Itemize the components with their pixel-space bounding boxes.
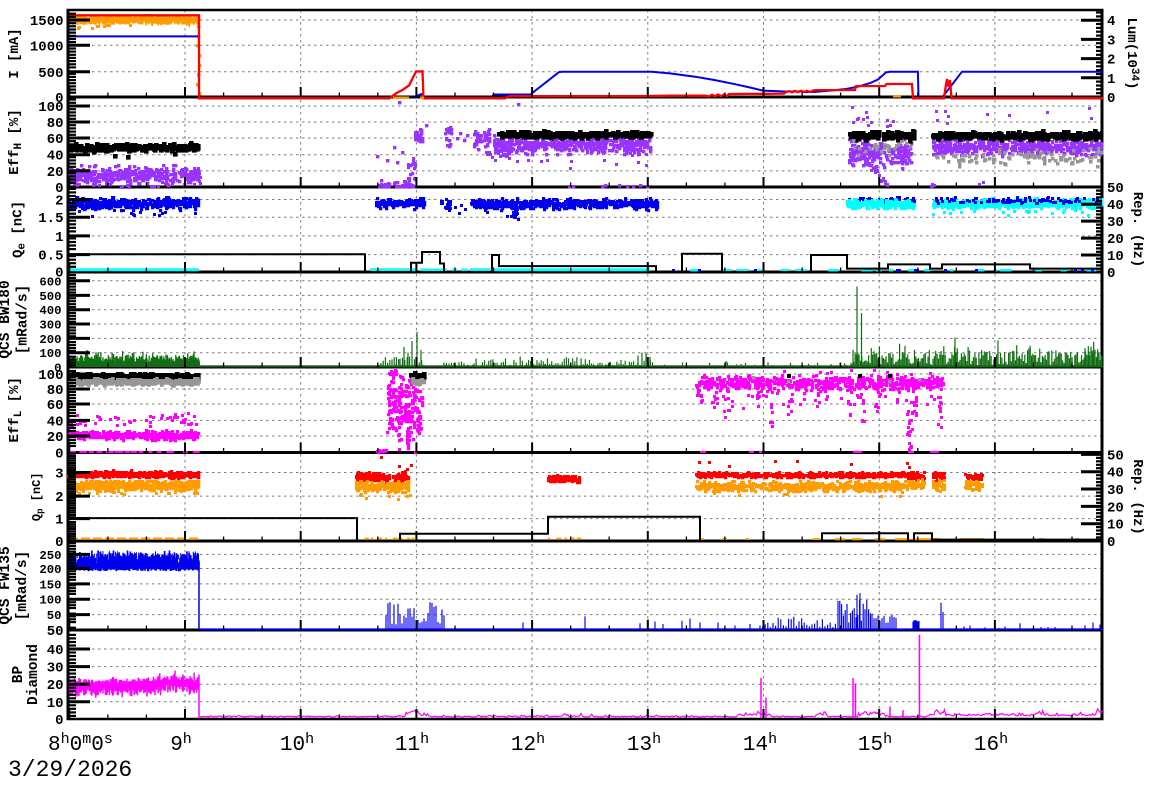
svg-text:3: 3 xyxy=(55,467,63,483)
svg-text:40: 40 xyxy=(47,414,64,430)
svg-text:8h0m0s: 8h0m0s xyxy=(48,731,113,757)
svg-text:20: 20 xyxy=(47,165,64,181)
svg-text:600: 600 xyxy=(39,275,61,289)
svg-text:50: 50 xyxy=(1107,448,1124,464)
svg-text:100: 100 xyxy=(38,100,63,116)
svg-text:[mRad/s]: [mRad/s] xyxy=(15,551,31,621)
svg-text:50: 50 xyxy=(47,609,62,623)
svg-text:2: 2 xyxy=(55,490,63,506)
svg-text:0: 0 xyxy=(55,535,63,551)
svg-text:1500: 1500 xyxy=(30,14,64,30)
svg-text:EffH [%]: EffH [%] xyxy=(7,109,25,174)
svg-text:40: 40 xyxy=(1107,198,1124,214)
svg-text:60: 60 xyxy=(47,132,64,148)
svg-text:80: 80 xyxy=(47,383,64,399)
svg-text:Qp [nC]: Qp [nC] xyxy=(30,472,46,521)
svg-text:1000: 1000 xyxy=(30,39,64,55)
svg-text:0: 0 xyxy=(55,181,63,197)
svg-text:20: 20 xyxy=(1107,500,1124,516)
svg-text:250: 250 xyxy=(39,549,61,563)
svg-text:100: 100 xyxy=(39,594,61,608)
svg-text:50: 50 xyxy=(47,624,64,640)
svg-text:20: 20 xyxy=(1107,232,1124,248)
svg-text:0: 0 xyxy=(55,266,63,282)
svg-text:4: 4 xyxy=(1107,14,1115,30)
svg-text:20: 20 xyxy=(47,430,64,446)
svg-text:100: 100 xyxy=(39,347,61,361)
svg-text:500: 500 xyxy=(39,290,61,304)
svg-text:10: 10 xyxy=(1107,518,1124,534)
svg-text:I [mA]: I [mA] xyxy=(7,28,23,78)
svg-text:0: 0 xyxy=(55,447,63,463)
svg-text:Diamond: Diamond xyxy=(26,644,42,705)
svg-text:BP: BP xyxy=(11,666,27,684)
svg-text:0: 0 xyxy=(1107,91,1115,107)
svg-text:0: 0 xyxy=(1107,535,1115,551)
svg-text:0: 0 xyxy=(55,91,63,107)
svg-text:10: 10 xyxy=(1107,249,1124,265)
svg-text:QCS FW135: QCS FW135 xyxy=(0,546,14,624)
svg-text:EffL [%]: EffL [%] xyxy=(7,377,25,442)
svg-text:Qe [nC]: Qe [nC] xyxy=(11,201,29,258)
svg-text:3/29/2026: 3/29/2026 xyxy=(8,757,132,782)
svg-text:Rep. (Hz): Rep. (Hz) xyxy=(1129,192,1145,268)
svg-text:0: 0 xyxy=(1107,266,1115,282)
svg-text:0.5: 0.5 xyxy=(38,249,63,265)
svg-text:QCS BW180: QCS BW180 xyxy=(0,280,14,358)
svg-text:80: 80 xyxy=(47,116,64,132)
svg-text:1: 1 xyxy=(55,513,63,529)
svg-text:10: 10 xyxy=(47,696,64,712)
svg-text:400: 400 xyxy=(39,304,61,318)
svg-text:0: 0 xyxy=(54,361,61,375)
svg-text:1: 1 xyxy=(55,230,63,246)
svg-text:Rep. (Hz): Rep. (Hz) xyxy=(1129,459,1145,535)
svg-text:1.5: 1.5 xyxy=(38,211,63,227)
svg-text:[mRad/s]: [mRad/s] xyxy=(15,285,31,355)
svg-text:30: 30 xyxy=(1107,483,1124,499)
svg-text:2: 2 xyxy=(55,194,63,210)
svg-text:30: 30 xyxy=(1107,215,1124,231)
svg-text:40: 40 xyxy=(1107,466,1124,482)
svg-text:200: 200 xyxy=(39,563,61,577)
svg-text:40: 40 xyxy=(47,643,64,659)
svg-text:500: 500 xyxy=(38,66,63,82)
svg-text:20: 20 xyxy=(47,678,64,694)
svg-text:3: 3 xyxy=(1107,33,1115,49)
svg-text:60: 60 xyxy=(47,398,64,414)
svg-text:30: 30 xyxy=(47,661,64,677)
svg-text:0: 0 xyxy=(55,713,63,729)
svg-text:1: 1 xyxy=(1107,72,1115,88)
svg-text:100: 100 xyxy=(38,368,63,384)
svg-text:50: 50 xyxy=(1107,181,1124,197)
svg-text:300: 300 xyxy=(39,319,61,333)
svg-text:150: 150 xyxy=(39,578,61,592)
svg-text:200: 200 xyxy=(39,333,61,347)
svg-text:2: 2 xyxy=(1107,53,1115,69)
svg-text:40: 40 xyxy=(47,149,64,165)
